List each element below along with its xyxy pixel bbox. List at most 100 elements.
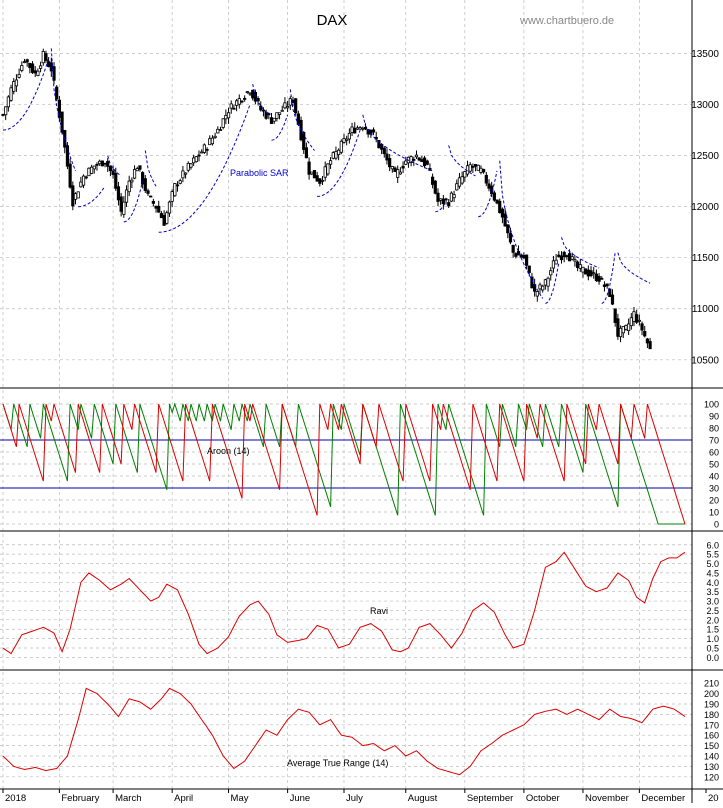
price-candle — [382, 147, 386, 155]
y-tick-label: 1.0 — [706, 634, 719, 644]
price-candle — [541, 285, 545, 291]
y-tick-label: 150 — [704, 741, 719, 751]
price-candle — [422, 157, 427, 167]
price-candle — [283, 102, 287, 109]
aroon-down-line — [2, 403, 686, 525]
y-tick-label: 40 — [709, 472, 719, 482]
price-candle — [331, 152, 335, 159]
price-candle — [200, 151, 204, 154]
price-candle — [559, 255, 564, 261]
price-candle — [165, 212, 169, 224]
price-candle — [221, 118, 225, 128]
price-candle — [143, 178, 147, 191]
price-candle — [516, 250, 521, 256]
price-candle — [393, 167, 397, 173]
price-candle — [90, 166, 94, 174]
price-candle — [186, 162, 190, 171]
price-candle — [130, 179, 134, 183]
price-candle — [41, 50, 45, 64]
sar-segment — [2, 58, 50, 131]
price-candle — [562, 251, 566, 258]
sar-segment — [362, 114, 433, 172]
price-candle — [484, 174, 488, 184]
price-candle — [251, 89, 255, 99]
price-candle — [645, 338, 650, 344]
price-candle — [216, 128, 220, 134]
price-candle — [471, 165, 475, 168]
price-candle — [30, 63, 35, 73]
price-candle — [613, 308, 617, 323]
price-candle — [538, 284, 542, 290]
price-candle — [500, 208, 505, 218]
sar-segment — [478, 170, 498, 218]
price-candle — [302, 132, 306, 150]
price-candle — [358, 127, 362, 130]
price-candle — [73, 193, 78, 200]
y-tick-label: 0.5 — [706, 643, 719, 653]
sar-segment — [271, 114, 289, 141]
price-candle — [12, 81, 16, 92]
y-tick-label: 200 — [704, 689, 719, 699]
price-candle — [498, 200, 502, 213]
price-candle — [234, 100, 239, 106]
price-candle — [248, 92, 252, 95]
price-candle — [170, 191, 174, 202]
price-candle — [455, 183, 459, 191]
price-candle — [98, 160, 102, 165]
x-tick-label: May — [231, 793, 249, 803]
x-tick-label: 20 — [708, 793, 719, 803]
x-tick-label: August — [408, 793, 438, 803]
price-candle — [508, 232, 513, 243]
y-tick-label: 80 — [709, 424, 719, 434]
price-candle — [33, 70, 37, 74]
price-candle — [38, 65, 43, 69]
price-candle — [524, 254, 529, 266]
price-candle — [323, 166, 327, 178]
y-tick-label: 2.0 — [706, 615, 719, 625]
price-candle — [269, 117, 274, 124]
price-candle — [240, 100, 244, 103]
price-candle — [108, 165, 113, 172]
price-candle — [363, 127, 368, 130]
price-candle — [237, 98, 241, 105]
price-candle — [328, 160, 333, 165]
price-candle — [479, 167, 483, 173]
y-tick-label: 210 — [704, 679, 719, 689]
price-candle — [452, 194, 456, 199]
price-candle — [218, 129, 223, 131]
price-candle — [84, 176, 88, 179]
price-candle — [175, 184, 180, 187]
price-candle — [468, 164, 472, 172]
price-candle — [401, 165, 405, 169]
price-candle — [122, 201, 126, 215]
aroon-up-line — [2, 402, 685, 525]
price-candle — [194, 156, 198, 163]
price-candle — [318, 178, 322, 184]
y-tick-label: 30 — [709, 484, 719, 494]
price-candle — [618, 327, 623, 338]
price-candle — [79, 181, 83, 188]
price-candle — [573, 259, 577, 262]
price-candle — [425, 160, 429, 165]
price-candle — [567, 253, 572, 262]
price-candle — [447, 202, 451, 207]
y-tick-label: 13500 — [691, 49, 719, 60]
y-tick-label: 11500 — [692, 253, 720, 264]
ravi-label: Ravi — [370, 606, 388, 616]
price-candle — [71, 185, 75, 207]
price-candle — [463, 171, 467, 178]
sar-segment — [617, 252, 651, 284]
price-candle — [390, 166, 394, 170]
price-candle — [412, 158, 416, 161]
price-candle — [36, 70, 40, 77]
sar-segment — [144, 150, 157, 187]
price-candle — [17, 73, 21, 78]
price-candle — [355, 127, 360, 130]
price-candle — [549, 270, 553, 276]
price-candle — [154, 205, 158, 209]
price-candle — [589, 270, 593, 277]
price-candle — [404, 160, 408, 165]
price-candle — [106, 161, 110, 167]
price-candle — [22, 61, 27, 64]
